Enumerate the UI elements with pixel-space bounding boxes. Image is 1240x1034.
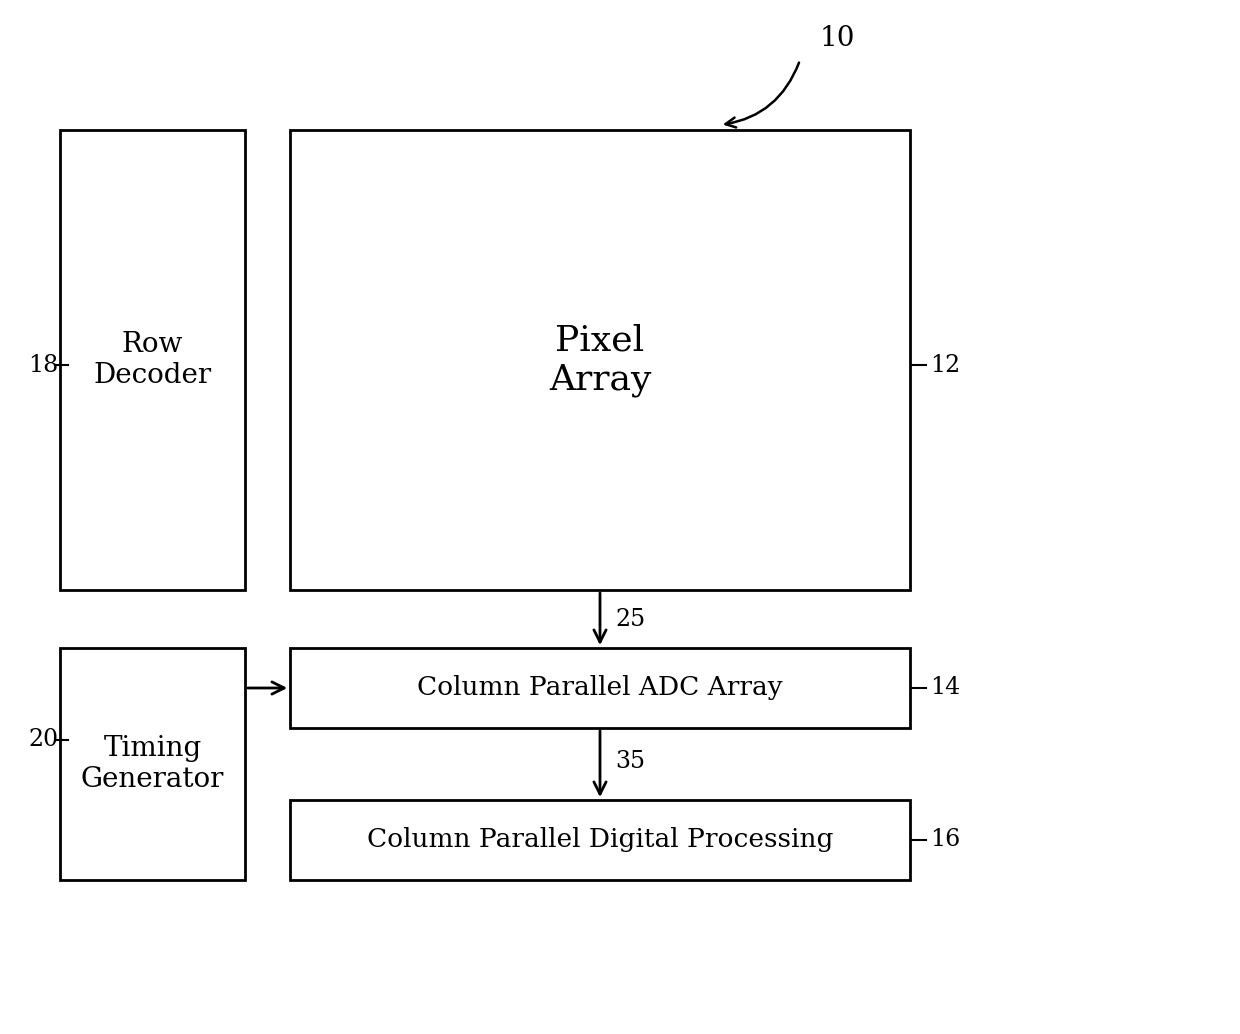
Text: Pixel
Array: Pixel Array bbox=[549, 323, 651, 397]
Text: 18: 18 bbox=[29, 354, 58, 376]
Bar bbox=[60, 130, 246, 590]
Text: Column Parallel Digital Processing: Column Parallel Digital Processing bbox=[367, 827, 833, 852]
Text: 12: 12 bbox=[930, 354, 960, 376]
Text: Timing
Generator: Timing Generator bbox=[81, 735, 224, 793]
Text: 25: 25 bbox=[615, 608, 645, 632]
Text: Row
Decoder: Row Decoder bbox=[93, 331, 212, 389]
Text: 14: 14 bbox=[930, 676, 960, 699]
Text: 35: 35 bbox=[615, 751, 645, 773]
Text: 10: 10 bbox=[820, 25, 856, 52]
Bar bbox=[60, 648, 246, 880]
Text: 16: 16 bbox=[930, 828, 960, 852]
Text: Column Parallel ADC Array: Column Parallel ADC Array bbox=[417, 675, 782, 700]
Bar bbox=[290, 130, 910, 590]
Text: 20: 20 bbox=[29, 729, 58, 752]
Bar bbox=[290, 800, 910, 880]
Bar bbox=[290, 648, 910, 728]
